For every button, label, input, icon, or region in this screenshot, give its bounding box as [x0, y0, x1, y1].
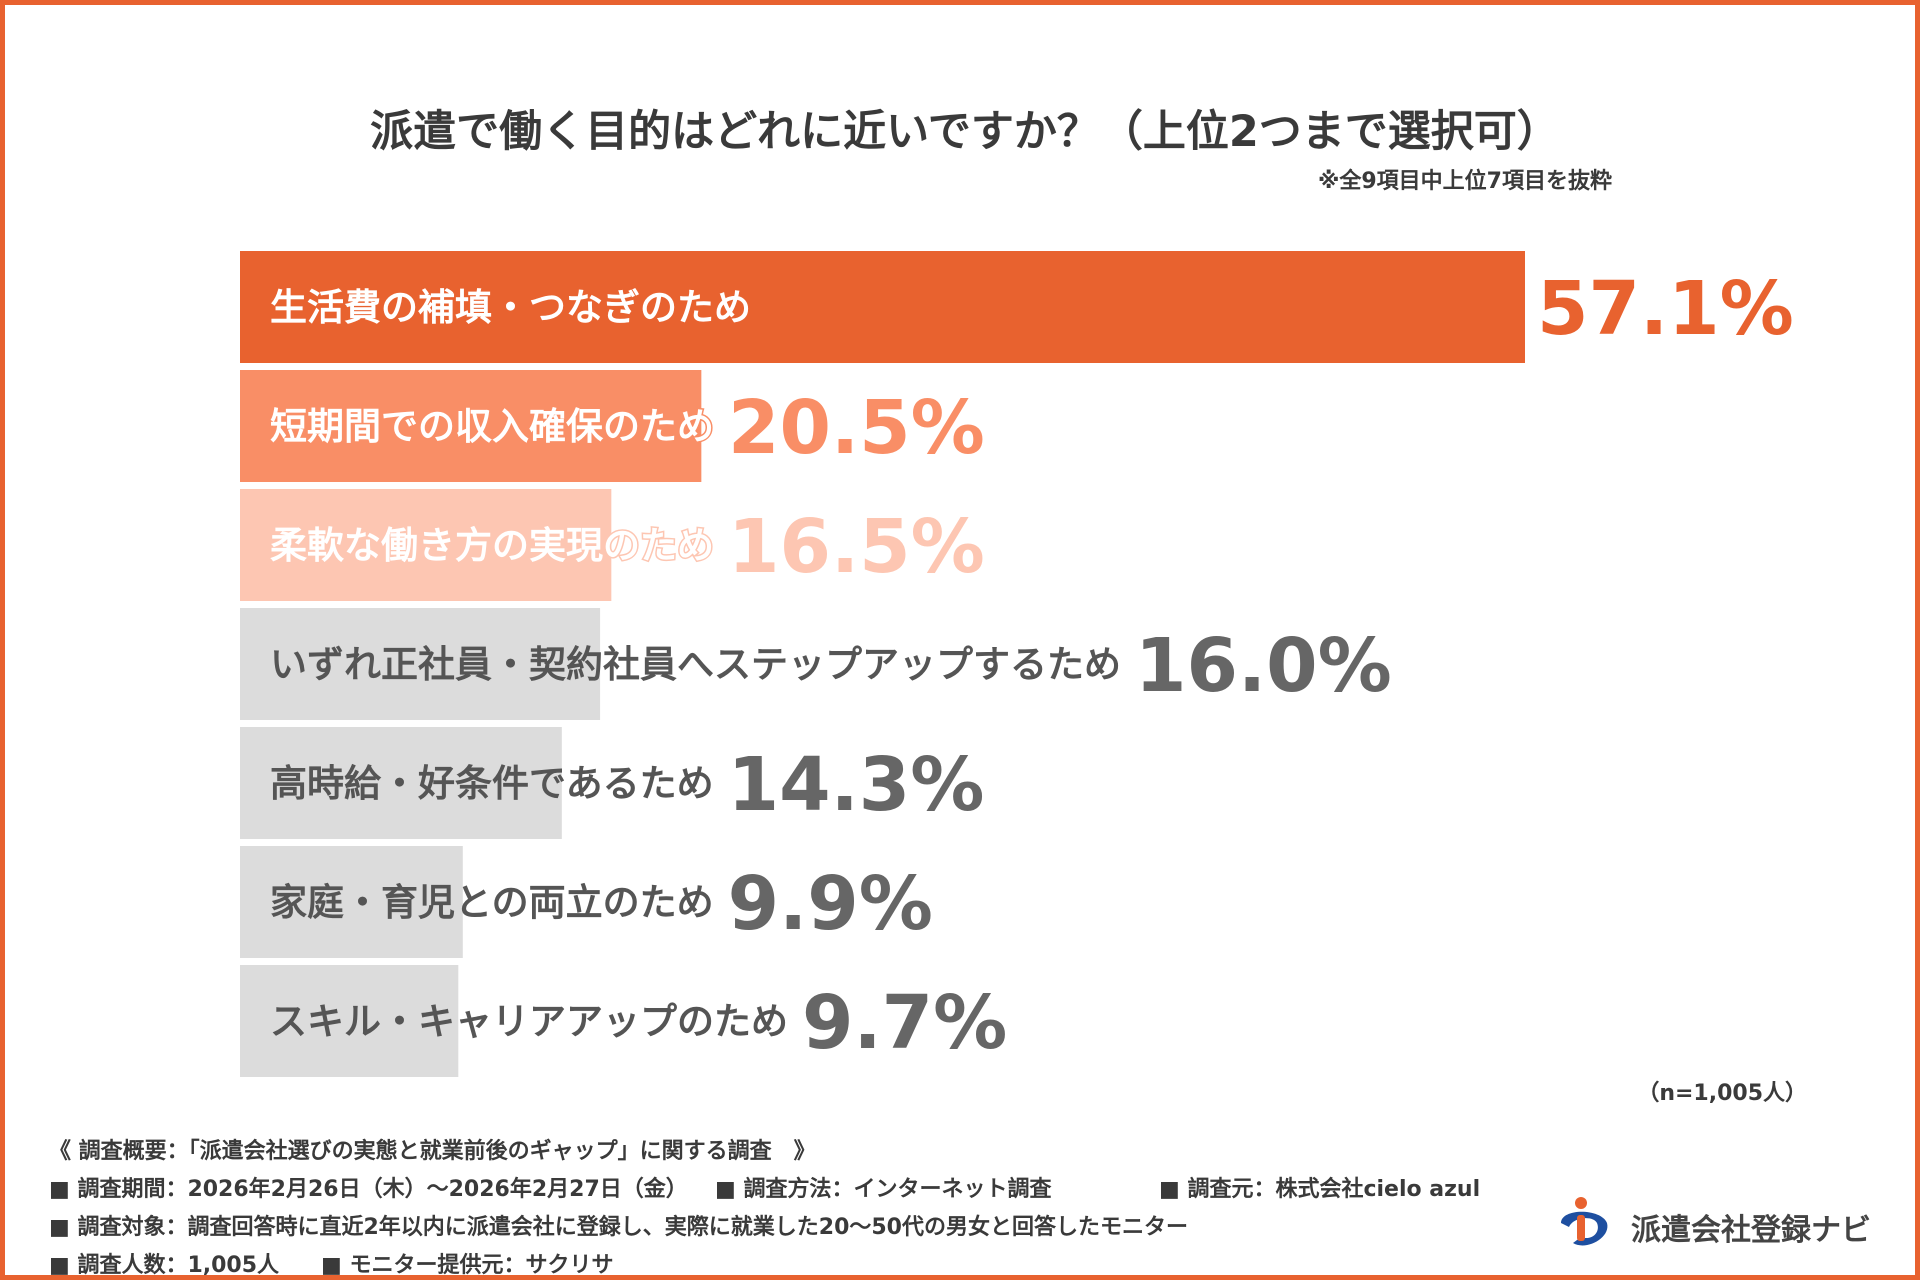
- category-label-2: 短期間での収入確保のため: [270, 405, 714, 448]
- chart-title: 派遣で働く目的はどれに近いですか？（上位2つまで選択可）: [370, 107, 1560, 157]
- survey-period: ■ 調査期間：2026年2月26日（木）〜2026年2月27日（金）: [49, 1177, 688, 1202]
- survey-source: ■ 調査元：株式会社cielo azul: [1159, 1177, 1481, 1202]
- bar-6: [240, 846, 463, 958]
- brand-logo: 派遣会社登録ナビ: [1551, 1193, 1891, 1253]
- survey-method: ■ 調査方法：インターネット調査: [715, 1177, 1052, 1202]
- value-label-6: 9.9%: [728, 861, 933, 947]
- value-label-3: 16.5%: [728, 504, 985, 590]
- bar-2: [240, 370, 702, 482]
- survey-count: ■ 調査人数：1,005人: [49, 1253, 280, 1278]
- value-label-4: 16.0%: [1135, 623, 1392, 709]
- value-label-2: 20.5%: [728, 385, 985, 471]
- category-label-5: 高時給・好条件であるため: [270, 762, 714, 805]
- survey-target: ■ 調査対象：調査回答時に直近2年以内に派遣会社に登録し、実際に就業した20〜5…: [49, 1215, 1188, 1240]
- brand-logo-icon: [1561, 1197, 1608, 1246]
- bar-1: [240, 251, 1525, 363]
- category-label-1: 生活費の補填・つなぎのため: [270, 286, 751, 329]
- survey-overview-heading: 《 調査概要：「派遣会社選びの実態と就業前後のギャップ」に関する調査 》: [49, 1139, 816, 1164]
- bar-3: [240, 489, 612, 601]
- brand-logo-text: 派遣会社登録ナビ: [1631, 1213, 1871, 1248]
- category-label-4: いずれ正社員・契約社員へステップアップするため: [270, 643, 1121, 686]
- value-label-7: 9.7%: [802, 980, 1007, 1066]
- category-label-3: 柔軟な働き方の実現のため: [270, 524, 714, 567]
- category-label-6: 家庭・育児との両立のため: [270, 881, 714, 924]
- value-label-1: 57.1%: [1537, 266, 1794, 352]
- category-label-7: スキル・キャリアアップのため: [270, 1000, 788, 1043]
- bar-chart: 生活費の補填・つなぎのため 57.1% 短期間での収入確保のため 20.5% 柔軟な働き…: [240, 251, 1794, 1077]
- bar-5: [240, 727, 562, 839]
- sample-size-note: （n=1,005人）: [1637, 1081, 1807, 1106]
- bar-7: [240, 965, 459, 1077]
- value-label-5: 14.3%: [728, 742, 985, 828]
- subset-note: ※全9項目中上位7項目を抜粋: [1317, 169, 1612, 194]
- monitor-provider: ■ モニター提供元：サクリサ: [321, 1253, 614, 1278]
- bar-4: [240, 608, 601, 720]
